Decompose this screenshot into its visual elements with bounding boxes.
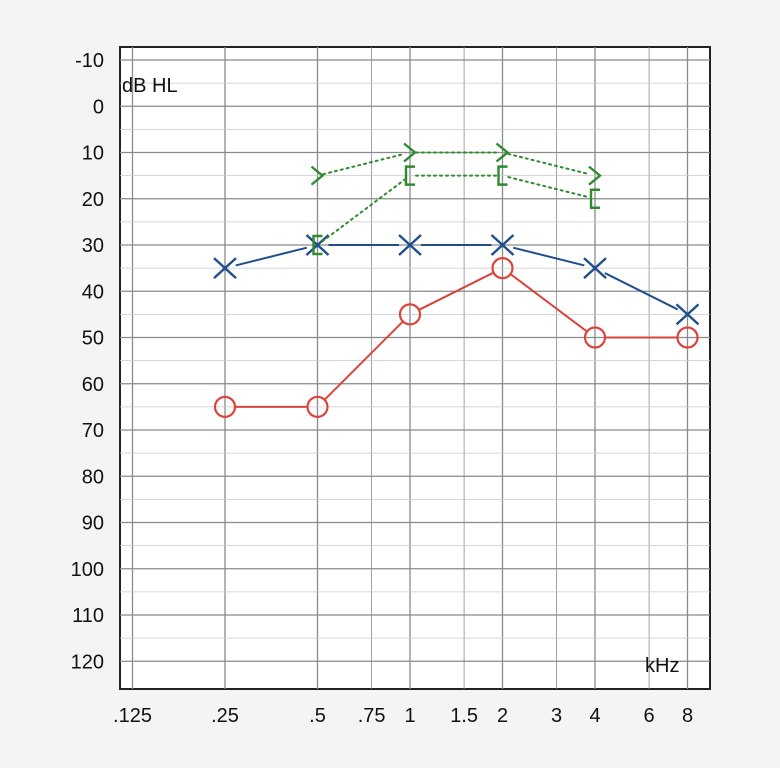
series-line-segment xyxy=(419,272,494,311)
x-tick-label: .5 xyxy=(309,705,326,727)
y-tick-label: 50 xyxy=(82,328,104,350)
series-left-square-bracket xyxy=(312,165,600,256)
series-line-segment xyxy=(507,152,591,176)
x-axis-ticks: .125 .25 .5 .75 1 1.5 2 3 4 6 8 xyxy=(113,705,693,727)
data-point-bracket-right xyxy=(495,142,510,163)
y-tick-label: 20 xyxy=(82,189,104,211)
x-tick-label: 3 xyxy=(551,705,562,727)
y-tick-label: 100 xyxy=(71,559,104,581)
y-tick-label: 120 xyxy=(71,651,104,673)
y-tick-label: 110 xyxy=(72,605,104,627)
x-tick-label: 2 xyxy=(497,705,508,727)
x-tick-label: .125 xyxy=(113,705,152,727)
data-point-circle xyxy=(676,326,699,349)
data-point-circle xyxy=(213,395,237,418)
series-line-segment xyxy=(507,176,591,199)
series-line-segment xyxy=(235,246,308,267)
x-tick-label: .25 xyxy=(211,705,239,727)
data-point-x xyxy=(490,234,515,256)
data-point-x xyxy=(305,234,330,256)
x-tick-label: 6 xyxy=(644,705,655,727)
grid xyxy=(120,47,710,689)
x-tick-label: 4 xyxy=(589,705,600,727)
series-line-segment xyxy=(322,152,406,176)
series-right-angle-bracket xyxy=(310,142,602,186)
x-tick-label: .75 xyxy=(358,705,386,727)
y-tick-label: 10 xyxy=(82,143,104,165)
plot-area xyxy=(119,46,711,690)
y-tick-label: 40 xyxy=(82,281,104,303)
data-point-circle xyxy=(583,326,607,349)
data-point-x xyxy=(213,257,237,280)
data-point-bracket-right xyxy=(310,165,325,186)
series-line-segment xyxy=(512,246,585,267)
x-axis-unit: kHz xyxy=(645,655,679,677)
y-tick-label: 70 xyxy=(82,420,104,442)
x-tick-label: 1 xyxy=(404,705,415,727)
data-point-circle xyxy=(398,303,422,326)
data-point-circle xyxy=(306,395,329,418)
data-point-bracket-right xyxy=(588,165,602,186)
x-tick-label: 1.5 xyxy=(450,705,478,727)
data-point-bracket-right xyxy=(403,142,417,163)
data-point-x xyxy=(675,303,700,326)
data-point-bracket-left xyxy=(497,165,508,186)
y-tick-label: 80 xyxy=(82,466,104,488)
y-tick-label: 60 xyxy=(82,374,104,396)
data-point-x xyxy=(398,234,422,256)
x-tick-label: 8 xyxy=(682,705,693,727)
y-axis-unit: dB HL xyxy=(122,75,178,97)
data-point-bracket-left xyxy=(589,188,600,209)
series-line-segment xyxy=(604,272,679,311)
y-tick-label: 90 xyxy=(82,513,104,535)
data-point-circle xyxy=(491,257,514,280)
y-tick-label: -10 xyxy=(75,50,104,72)
data-point-bracket-left xyxy=(404,165,415,186)
series-x xyxy=(213,234,700,326)
y-tick-label: 0 xyxy=(93,96,104,118)
series-line-segment xyxy=(510,273,587,332)
y-axis-ticks: -10 0 10 20 30 40 50 60 70 80 90 100 110 120 xyxy=(71,50,104,673)
series-layer xyxy=(213,142,700,418)
series-line-segment xyxy=(324,321,403,400)
series-circle xyxy=(213,257,699,418)
y-tick-label: 30 xyxy=(82,235,104,257)
data-point-x xyxy=(583,257,607,280)
data-point-bracket-left xyxy=(312,234,323,256)
series-line-segment xyxy=(321,178,407,243)
